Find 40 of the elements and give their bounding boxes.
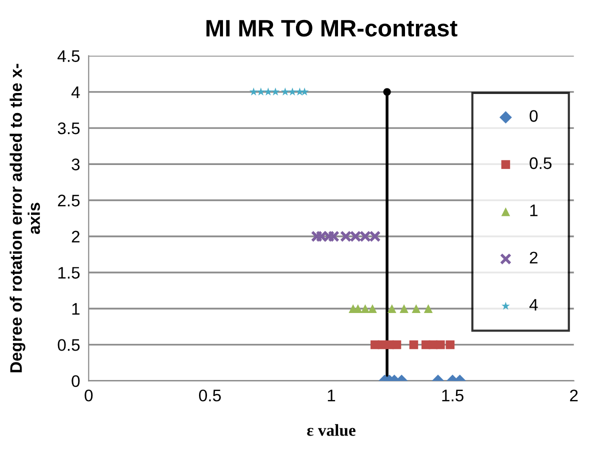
y-tick-label: 4: [71, 86, 80, 98]
x-tick-label: 0: [84, 390, 93, 402]
point: [392, 340, 402, 350]
legend-label: 4: [529, 299, 538, 311]
point: [256, 88, 266, 96]
x-tick-label: 2: [570, 390, 578, 402]
x-tick-label: 1: [328, 390, 336, 402]
x-tick-label: 0.5: [199, 390, 221, 402]
point: [271, 88, 280, 96]
point: [436, 340, 445, 350]
point: [446, 340, 455, 350]
legend-label: 0.5: [530, 157, 552, 170]
point: [409, 340, 418, 350]
point: [400, 304, 408, 313]
legend-label: 2: [530, 252, 538, 264]
x-axis-title: ε value: [307, 424, 356, 436]
y-tick-label: 1: [72, 303, 80, 315]
point: [368, 304, 377, 313]
y-tick-label: 3: [72, 158, 80, 170]
y-tick-label: 3.5: [58, 122, 80, 134]
point: [288, 88, 297, 96]
y-tick-label: 0: [72, 375, 80, 388]
point: [280, 88, 290, 96]
y-tick-label: 4.5: [58, 50, 80, 62]
y-tick-label: 0.5: [58, 339, 80, 351]
chart-title: MI MR TO MR-contrast: [206, 20, 458, 37]
point: [388, 304, 396, 313]
point: [424, 304, 433, 313]
legend-label: 1: [530, 204, 538, 216]
y-tick-label: 2: [72, 230, 80, 242]
point: [412, 304, 421, 313]
x-tick-label: 1.5: [442, 390, 464, 402]
legend-label: 0: [530, 110, 538, 122]
point: [264, 88, 272, 96]
point: [360, 304, 370, 313]
point: [383, 88, 391, 96]
y-tick-label: 2.5: [58, 194, 80, 206]
y-tick-label: 1.5: [58, 267, 80, 279]
y-axis-title: Degree of rotation error added to the x- axis: [10, 64, 40, 372]
point: [249, 88, 258, 96]
